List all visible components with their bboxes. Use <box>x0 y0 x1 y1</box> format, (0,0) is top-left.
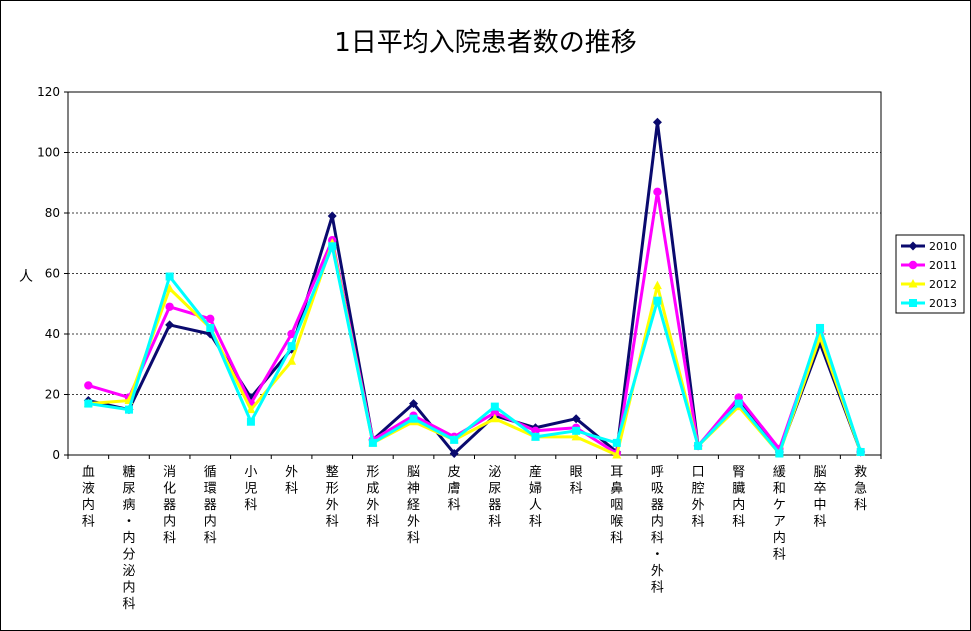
data-point-2013 <box>856 447 865 456</box>
grid-lines <box>68 152 881 395</box>
x-tick-label: 消化器内科 <box>163 465 176 546</box>
data-point-2010 <box>327 211 337 221</box>
data-point-2012 <box>571 431 581 441</box>
data-point-2013 <box>124 405 133 414</box>
chart-title: 1日平均入院患者数の推移 <box>334 28 637 58</box>
data-point-2011 <box>287 329 296 339</box>
y-tick-label: 60 <box>45 267 60 281</box>
x-tick-label: 緩和ケア内科 <box>773 465 786 563</box>
data-point-2011 <box>84 381 93 390</box>
legend-marker-2012 <box>908 279 918 288</box>
x-tick-label: 泌尿器科 <box>488 465 501 530</box>
x-tick-label: 脳神経外科 <box>407 465 420 546</box>
data-point-2013 <box>165 272 174 281</box>
x-tick-label: 呼吸器内科・外科 <box>651 465 664 596</box>
data-point-2010 <box>652 117 662 127</box>
series-2013 <box>84 242 865 458</box>
data-point-2013 <box>409 414 418 423</box>
data-point-2012 <box>612 450 622 459</box>
x-tick-label: 外科 <box>285 465 298 497</box>
data-point-2010 <box>571 414 581 424</box>
data-point-2012 <box>490 413 500 423</box>
data-point-2011 <box>165 302 174 311</box>
data-point-2011 <box>653 187 662 197</box>
data-point-2013 <box>816 323 825 332</box>
x-tick-label: 循環器内科 <box>204 465 217 546</box>
series-line-2013 <box>88 244 863 455</box>
x-tick-label: 小児科 <box>244 465 257 513</box>
legend: 2010 2011 2012 2013 <box>895 234 965 314</box>
data-point-2013 <box>328 242 337 251</box>
data-point-2010 <box>409 399 419 409</box>
data-point-2010 <box>165 320 175 330</box>
data-point-2013 <box>572 426 581 435</box>
data-point-2013 <box>612 438 621 447</box>
y-tick-label: 0 <box>52 448 60 462</box>
x-tick-label: 耳鼻咽喉科 <box>610 465 623 546</box>
data-point-2013 <box>84 399 93 408</box>
data-point-2013 <box>734 399 743 408</box>
data-point-2013 <box>368 438 377 447</box>
legend-marker-2011 <box>908 260 918 270</box>
y-axis-ticks: 0 20 40 60 80 100 120 <box>37 85 68 462</box>
data-point-2013 <box>450 435 459 444</box>
y-axis-label: 人 <box>19 269 33 285</box>
y-tick-label: 40 <box>45 327 60 341</box>
data-point-2013 <box>775 449 784 458</box>
x-tick-label: 皮膚科 <box>448 465 461 513</box>
data-point-2013 <box>490 402 499 411</box>
legend-label: 2010 <box>929 240 957 253</box>
data-point-2013 <box>287 342 296 351</box>
data-point-2012 <box>246 404 256 414</box>
x-axis-labels: 血液内科 糖尿病・内分泌内科 消化器内科 循環器内科 小児科 外科 整形外科 形成外科 脳神経外… <box>67 455 882 612</box>
x-tick-label: 産婦人科 <box>529 464 542 530</box>
data-point-2013 <box>653 296 662 305</box>
x-tick-label: 眼科 <box>570 465 583 497</box>
series-lines <box>83 117 866 459</box>
x-tick-label: 整形外科 <box>326 465 339 530</box>
data-point-2013 <box>694 441 703 450</box>
x-tick-label: 糖尿病・内分泌内科 <box>122 464 135 612</box>
legend-label: 2013 <box>929 297 957 310</box>
x-tick-label: 腎臓内科 <box>732 465 745 530</box>
data-point-2012 <box>165 283 175 293</box>
y-tick-label: 20 <box>45 388 60 402</box>
x-tick-label: 救急科 <box>854 464 867 513</box>
legend-marker-2013 <box>909 299 917 307</box>
data-point-2013 <box>531 432 540 441</box>
y-tick-label: 100 <box>37 146 60 160</box>
data-point-2012 <box>287 356 297 365</box>
data-point-2012 <box>652 280 662 290</box>
y-tick-label: 120 <box>37 85 60 99</box>
legend-label: 2011 <box>929 259 957 272</box>
x-tick-label: 血液内科 <box>82 465 95 530</box>
legend-box <box>895 234 965 314</box>
legend-marker-2010 <box>908 241 918 251</box>
legend-label: 2012 <box>929 278 957 291</box>
x-tick-label: 脳卒中科 <box>814 465 827 530</box>
x-tick-label: 形成外科 <box>366 465 379 530</box>
y-tick-label: 80 <box>45 206 60 220</box>
data-point-2011 <box>206 314 215 324</box>
data-point-2013 <box>206 323 215 332</box>
x-tick-label: 口腔外科 <box>692 465 705 530</box>
data-point-2010 <box>449 448 459 458</box>
data-point-2013 <box>246 417 255 426</box>
